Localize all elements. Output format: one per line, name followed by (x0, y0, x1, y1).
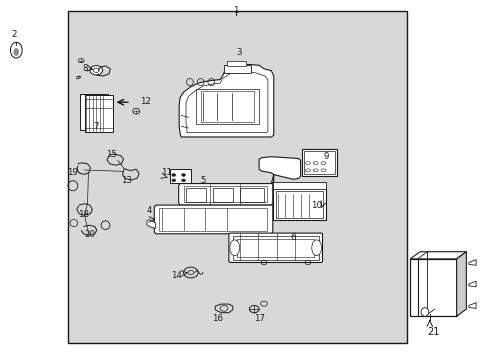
Bar (159, 208, 267, 231)
Text: 4: 4 (146, 206, 152, 215)
Text: 15: 15 (106, 150, 117, 159)
Bar (272, 188, 326, 220)
Bar (183, 186, 266, 202)
Text: 6: 6 (290, 233, 295, 242)
Text: 10: 10 (310, 201, 322, 210)
Bar (224, 65, 250, 73)
Bar (237, 239, 314, 257)
Text: 20: 20 (84, 230, 95, 239)
Text: 13: 13 (121, 176, 132, 185)
Bar (226, 60, 246, 66)
Ellipse shape (420, 308, 428, 316)
Bar (170, 169, 190, 183)
Bar (68, 12, 406, 343)
Polygon shape (179, 64, 273, 137)
Bar (304, 150, 334, 174)
Bar (80, 94, 108, 130)
Bar (276, 191, 322, 218)
Ellipse shape (14, 48, 19, 55)
Ellipse shape (171, 174, 175, 176)
Text: 1: 1 (232, 6, 238, 15)
Ellipse shape (311, 240, 321, 256)
Text: 19: 19 (67, 168, 78, 177)
Text: 21: 21 (427, 327, 439, 337)
Ellipse shape (90, 66, 102, 75)
Text: 9: 9 (323, 152, 328, 161)
Ellipse shape (10, 42, 22, 58)
Ellipse shape (171, 179, 175, 182)
Bar (84, 95, 113, 132)
Text: 3: 3 (236, 48, 242, 57)
Ellipse shape (181, 174, 185, 176)
Bar (302, 149, 336, 176)
Polygon shape (228, 233, 322, 262)
Text: 7: 7 (93, 122, 99, 131)
Polygon shape (468, 281, 475, 287)
Text: 5: 5 (200, 176, 205, 185)
Polygon shape (409, 252, 466, 259)
Bar (200, 91, 254, 122)
Text: 16: 16 (212, 314, 223, 323)
Polygon shape (180, 157, 300, 184)
Text: 12: 12 (140, 96, 151, 105)
Ellipse shape (181, 179, 185, 182)
Polygon shape (456, 252, 466, 316)
Text: 2: 2 (12, 30, 17, 39)
Bar (409, 259, 456, 316)
Polygon shape (154, 205, 272, 234)
Polygon shape (178, 184, 272, 205)
Text: 17: 17 (253, 314, 264, 323)
Polygon shape (468, 260, 475, 265)
Text: 14: 14 (170, 270, 182, 279)
Bar (212, 188, 233, 202)
Bar (239, 188, 264, 202)
Bar (233, 236, 318, 260)
Text: 11: 11 (161, 168, 172, 177)
Ellipse shape (229, 240, 239, 256)
Bar (195, 89, 259, 125)
Polygon shape (468, 303, 475, 309)
Text: 8: 8 (82, 64, 88, 73)
Polygon shape (147, 220, 156, 228)
Bar (185, 188, 206, 202)
Text: 18: 18 (78, 210, 89, 219)
Bar (272, 182, 326, 189)
